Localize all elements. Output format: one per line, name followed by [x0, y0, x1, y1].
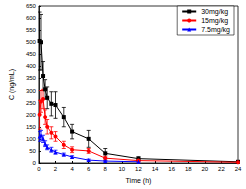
- svg-text:8: 8: [104, 166, 108, 172]
- svg-text:C (ng/mL): C (ng/mL): [8, 69, 16, 100]
- svg-text:250: 250: [26, 100, 37, 106]
- svg-text:Time (h): Time (h): [126, 177, 152, 185]
- svg-text:650: 650: [26, 3, 37, 9]
- svg-text:600: 600: [26, 15, 37, 21]
- svg-text:15mg/kg: 15mg/kg: [201, 17, 228, 25]
- svg-text:24: 24: [235, 166, 242, 172]
- svg-text:14: 14: [152, 166, 159, 172]
- svg-text:500: 500: [26, 39, 37, 45]
- svg-text:350: 350: [26, 75, 37, 81]
- svg-text:6: 6: [87, 166, 91, 172]
- svg-text:4: 4: [70, 166, 74, 172]
- svg-text:50: 50: [29, 148, 36, 154]
- svg-text:400: 400: [26, 63, 37, 69]
- svg-text:0: 0: [37, 166, 41, 172]
- svg-text:10: 10: [119, 166, 126, 172]
- svg-text:7.5mg/kg: 7.5mg/kg: [201, 26, 230, 34]
- svg-text:20: 20: [201, 166, 208, 172]
- svg-text:450: 450: [26, 51, 37, 57]
- svg-text:16: 16: [168, 166, 175, 172]
- svg-text:550: 550: [26, 27, 37, 33]
- svg-text:18: 18: [185, 166, 192, 172]
- svg-text:200: 200: [26, 112, 37, 118]
- svg-text:22: 22: [218, 166, 225, 172]
- svg-text:2: 2: [54, 166, 58, 172]
- svg-text:100: 100: [26, 136, 37, 142]
- svg-text:30mg/kg: 30mg/kg: [201, 8, 228, 16]
- svg-text:12: 12: [135, 166, 142, 172]
- svg-text:150: 150: [26, 124, 37, 130]
- svg-text:300: 300: [26, 88, 37, 94]
- svg-text:0: 0: [33, 160, 37, 166]
